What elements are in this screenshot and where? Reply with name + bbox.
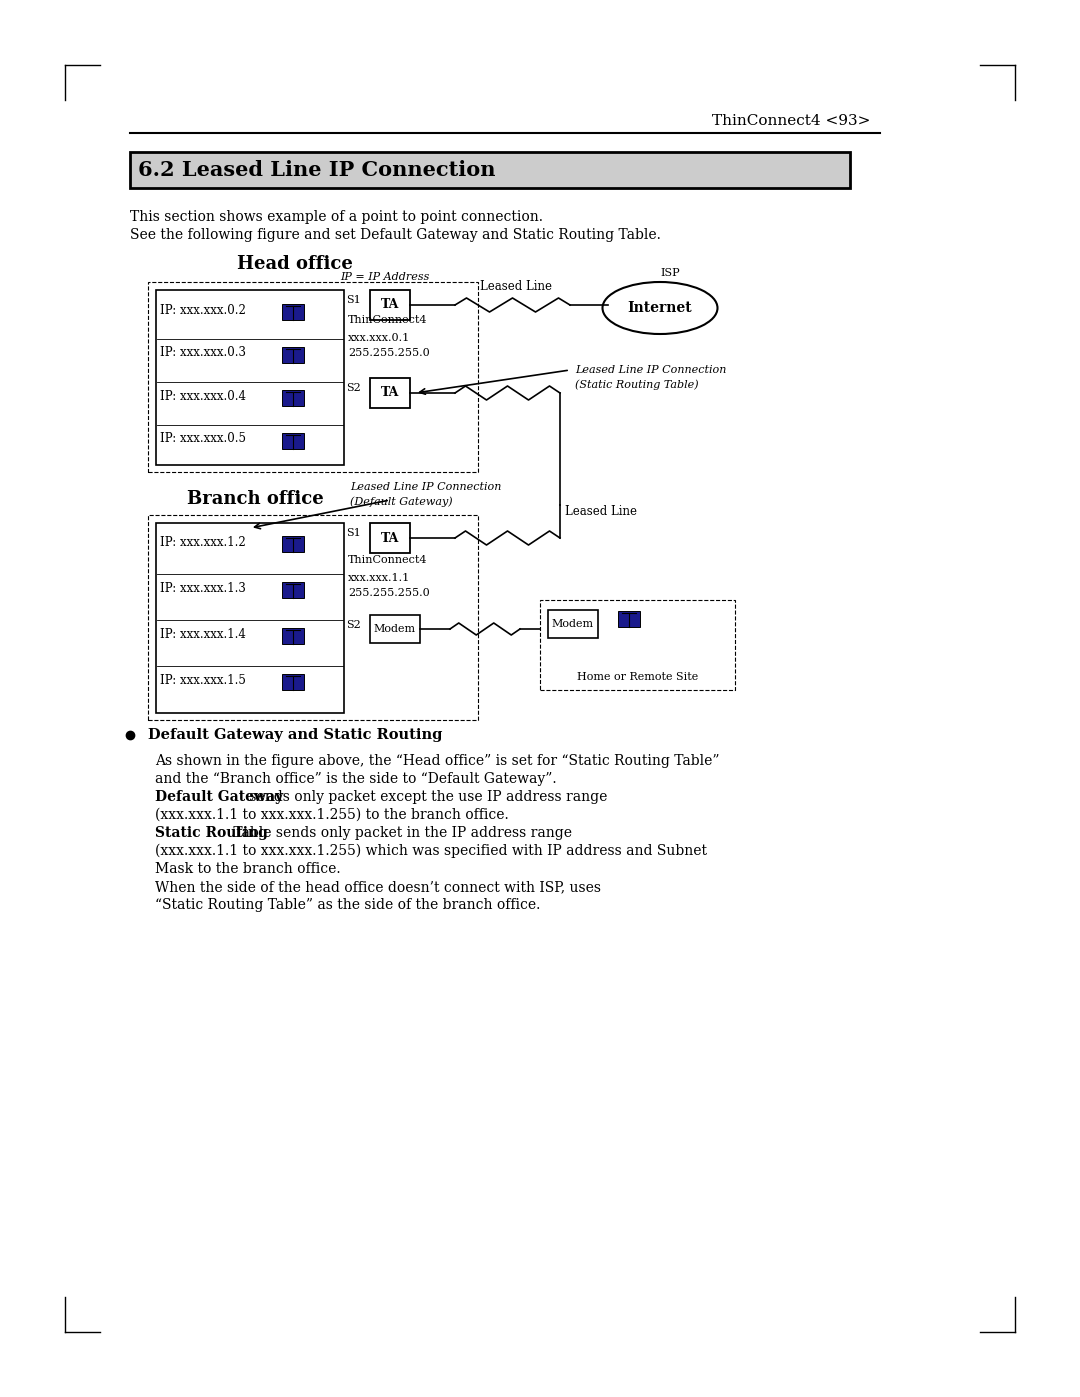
Text: IP: xxx.xxx.1.2: IP: xxx.xxx.1.2 bbox=[160, 535, 246, 549]
Text: ThinConnect4 <93>: ThinConnect4 <93> bbox=[712, 115, 870, 129]
Text: Home or Remote Site: Home or Remote Site bbox=[577, 672, 698, 682]
FancyBboxPatch shape bbox=[282, 305, 303, 320]
FancyBboxPatch shape bbox=[282, 433, 303, 448]
Text: 255.255.255.0: 255.255.255.0 bbox=[348, 348, 430, 358]
Text: ThinConnect4: ThinConnect4 bbox=[348, 314, 428, 326]
FancyBboxPatch shape bbox=[370, 379, 410, 408]
FancyBboxPatch shape bbox=[148, 515, 478, 719]
Text: IP: xxx.xxx.1.4: IP: xxx.xxx.1.4 bbox=[160, 627, 246, 640]
Text: ISP: ISP bbox=[660, 268, 679, 278]
Text: Mask to the branch office.: Mask to the branch office. bbox=[156, 862, 340, 876]
FancyBboxPatch shape bbox=[370, 291, 410, 320]
Text: TA: TA bbox=[381, 299, 400, 312]
FancyBboxPatch shape bbox=[540, 599, 735, 690]
FancyBboxPatch shape bbox=[282, 673, 303, 690]
FancyBboxPatch shape bbox=[618, 610, 640, 627]
FancyBboxPatch shape bbox=[282, 390, 303, 407]
Text: 6.2 Leased Line IP Connection: 6.2 Leased Line IP Connection bbox=[138, 161, 496, 180]
Text: Branch office: Branch office bbox=[187, 490, 323, 509]
Text: “Static Routing Table” as the side of the branch office.: “Static Routing Table” as the side of th… bbox=[156, 898, 540, 912]
FancyBboxPatch shape bbox=[156, 522, 345, 712]
FancyBboxPatch shape bbox=[282, 629, 303, 644]
FancyBboxPatch shape bbox=[282, 536, 303, 552]
Ellipse shape bbox=[603, 282, 717, 334]
Text: 255.255.255.0: 255.255.255.0 bbox=[348, 588, 430, 598]
Text: Modem: Modem bbox=[374, 624, 416, 634]
Text: Modem: Modem bbox=[552, 619, 594, 629]
Text: sends only packet except the use IP address range: sends only packet except the use IP addr… bbox=[245, 789, 607, 805]
Text: Leased Line IP Connection: Leased Line IP Connection bbox=[350, 482, 501, 492]
FancyBboxPatch shape bbox=[282, 346, 303, 363]
Text: xxx.xxx.1.1: xxx.xxx.1.1 bbox=[348, 573, 410, 583]
Text: S1: S1 bbox=[346, 295, 361, 305]
Text: Leased Line IP Connection: Leased Line IP Connection bbox=[575, 365, 727, 374]
FancyBboxPatch shape bbox=[548, 610, 598, 638]
Text: S1: S1 bbox=[346, 528, 361, 538]
Text: ThinConnect4: ThinConnect4 bbox=[348, 555, 428, 564]
Text: IP: xxx.xxx.0.4: IP: xxx.xxx.0.4 bbox=[160, 390, 246, 402]
Text: IP = IP Address: IP = IP Address bbox=[340, 272, 430, 282]
Text: As shown in the figure above, the “Head office” is set for “Static Routing Table: As shown in the figure above, the “Head … bbox=[156, 754, 719, 768]
Text: Table sends only packet in the IP address range: Table sends only packet in the IP addres… bbox=[229, 826, 572, 840]
Text: and the “Branch office” is the side to “Default Gateway”.: and the “Branch office” is the side to “… bbox=[156, 773, 556, 787]
Text: When the side of the head office doesn’t connect with ISP, uses: When the side of the head office doesn’t… bbox=[156, 880, 600, 894]
FancyBboxPatch shape bbox=[282, 583, 303, 598]
Text: Default Gateway and Static Routing: Default Gateway and Static Routing bbox=[148, 728, 443, 742]
Text: (Static Routing Table): (Static Routing Table) bbox=[575, 379, 699, 390]
Text: IP: xxx.xxx.0.3: IP: xxx.xxx.0.3 bbox=[160, 346, 246, 359]
Text: Leased Line: Leased Line bbox=[480, 279, 552, 293]
Text: Static Routing: Static Routing bbox=[156, 826, 268, 840]
Text: (Default Gateway): (Default Gateway) bbox=[350, 496, 453, 507]
Text: S2: S2 bbox=[346, 620, 361, 630]
Text: This section shows example of a point to point connection.: This section shows example of a point to… bbox=[130, 210, 543, 224]
FancyBboxPatch shape bbox=[370, 615, 420, 643]
FancyBboxPatch shape bbox=[148, 282, 478, 472]
FancyBboxPatch shape bbox=[156, 291, 345, 465]
Text: (xxx.xxx.1.1 to xxx.xxx.1.255) to the branch office.: (xxx.xxx.1.1 to xxx.xxx.1.255) to the br… bbox=[156, 807, 509, 821]
FancyBboxPatch shape bbox=[130, 152, 850, 189]
Text: IP: xxx.xxx.0.5: IP: xxx.xxx.0.5 bbox=[160, 433, 246, 446]
Text: IP: xxx.xxx.0.2: IP: xxx.xxx.0.2 bbox=[160, 303, 246, 317]
Text: xxx.xxx.0.1: xxx.xxx.0.1 bbox=[348, 332, 410, 344]
Text: Default Gateway: Default Gateway bbox=[156, 789, 283, 805]
Text: Leased Line: Leased Line bbox=[565, 504, 637, 518]
Text: TA: TA bbox=[381, 531, 400, 545]
Text: Head office: Head office bbox=[238, 256, 353, 272]
Text: See the following figure and set Default Gateway and Static Routing Table.: See the following figure and set Default… bbox=[130, 228, 661, 242]
Text: IP: xxx.xxx.1.3: IP: xxx.xxx.1.3 bbox=[160, 581, 246, 595]
Text: IP: xxx.xxx.1.5: IP: xxx.xxx.1.5 bbox=[160, 673, 246, 686]
Text: S2: S2 bbox=[346, 383, 361, 393]
FancyBboxPatch shape bbox=[370, 522, 410, 553]
Text: TA: TA bbox=[381, 387, 400, 400]
Text: Internet: Internet bbox=[627, 300, 692, 314]
Text: (xxx.xxx.1.1 to xxx.xxx.1.255) which was specified with IP address and Subnet: (xxx.xxx.1.1 to xxx.xxx.1.255) which was… bbox=[156, 844, 707, 858]
